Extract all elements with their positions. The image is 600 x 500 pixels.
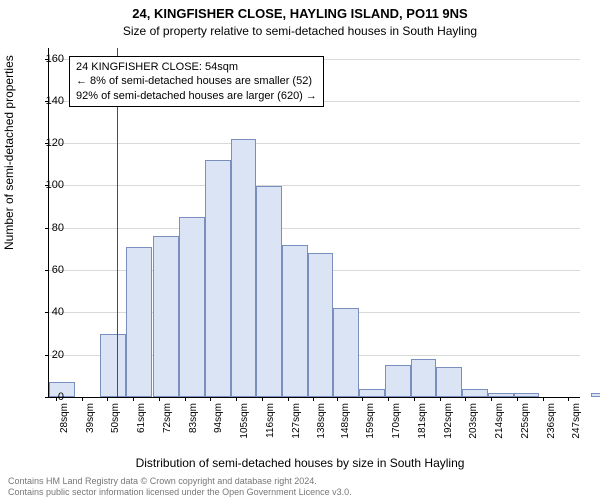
annotation-box: 24 KINGFISHER CLOSE: 54sqm ← 8% of semi-…	[69, 56, 324, 107]
histogram-bar	[126, 247, 152, 397]
annotation-line3: 92% of semi-detached houses are larger (…	[76, 89, 317, 103]
xtick-mark	[313, 397, 314, 401]
xtick-label: 214sqm	[494, 403, 505, 439]
footer-attribution: Contains HM Land Registry data © Crown c…	[8, 476, 592, 499]
xtick-mark	[337, 397, 338, 401]
xtick-label: 159sqm	[365, 403, 376, 439]
xtick-mark	[362, 397, 363, 401]
xtick-label: 28sqm	[59, 403, 70, 433]
histogram-bar	[591, 393, 600, 397]
xtick-mark	[236, 397, 237, 401]
histogram-bar	[436, 367, 462, 397]
xtick-mark	[543, 397, 544, 401]
histogram-bar	[231, 139, 257, 397]
footer-line2: Contains public sector information licen…	[8, 487, 592, 498]
xtick-label: 225sqm	[520, 403, 531, 439]
xtick-label: 72sqm	[162, 403, 173, 433]
xtick-label: 105sqm	[239, 403, 250, 439]
xtick-mark	[210, 397, 211, 401]
xtick-mark	[414, 397, 415, 401]
xtick-label: 236sqm	[546, 403, 557, 439]
ytick-label: 60	[34, 264, 64, 276]
xtick-mark	[568, 397, 569, 401]
xtick-label: 181sqm	[417, 403, 428, 439]
xtick-label: 50sqm	[110, 403, 121, 433]
histogram-bar	[333, 308, 359, 397]
histogram-bar	[179, 217, 205, 397]
histogram-bar	[256, 186, 282, 398]
ytick-label: 160	[34, 53, 64, 65]
ytick-label: 80	[34, 222, 64, 234]
ytick-label: 140	[34, 95, 64, 107]
grid-line	[49, 143, 580, 144]
page-subtitle: Size of property relative to semi-detach…	[0, 24, 600, 38]
xtick-label: 127sqm	[291, 403, 302, 439]
xtick-label: 61sqm	[136, 403, 147, 433]
histogram-bar	[153, 236, 179, 397]
xtick-mark	[133, 397, 134, 401]
xtick-mark	[159, 397, 160, 401]
xtick-mark	[288, 397, 289, 401]
ytick-label: 120	[34, 137, 64, 149]
histogram-bar	[205, 160, 231, 397]
page-title: 24, KINGFISHER CLOSE, HAYLING ISLAND, PO…	[0, 6, 600, 21]
grid-line	[49, 228, 580, 229]
chart-container: 24, KINGFISHER CLOSE, HAYLING ISLAND, PO…	[0, 0, 600, 500]
histogram-bar	[385, 365, 411, 397]
xtick-label: 83sqm	[188, 403, 199, 433]
grid-line	[49, 185, 580, 186]
histogram-bar	[411, 359, 437, 397]
histogram-bar	[462, 389, 488, 397]
histogram-bar	[308, 253, 334, 397]
histogram-bar	[282, 245, 308, 397]
ytick-label: 100	[34, 179, 64, 191]
ytick-label: 40	[34, 306, 64, 318]
xtick-label: 247sqm	[571, 403, 582, 439]
xtick-mark	[185, 397, 186, 401]
xtick-mark	[107, 397, 108, 401]
annotation-line1: 24 KINGFISHER CLOSE: 54sqm	[76, 60, 317, 74]
histogram-plot: 24 KINGFISHER CLOSE: 54sqm ← 8% of semi-…	[48, 48, 580, 398]
xtick-mark	[491, 397, 492, 401]
xtick-mark	[517, 397, 518, 401]
xtick-label: 94sqm	[213, 403, 224, 433]
footer-line1: Contains HM Land Registry data © Crown c…	[8, 476, 592, 487]
annotation-line2: ← 8% of semi-detached houses are smaller…	[76, 74, 317, 88]
y-axis-label: Number of semi-detached properties	[2, 55, 16, 250]
xtick-label: 116sqm	[265, 403, 276, 438]
x-axis-label: Distribution of semi-detached houses by …	[0, 456, 600, 470]
xtick-label: 192sqm	[443, 403, 454, 439]
xtick-label: 148sqm	[340, 403, 351, 439]
xtick-label: 170sqm	[391, 403, 402, 439]
xtick-mark	[465, 397, 466, 401]
xtick-label: 39sqm	[85, 403, 96, 433]
histogram-bar	[100, 334, 126, 397]
xtick-mark	[440, 397, 441, 401]
xtick-label: 203sqm	[468, 403, 479, 439]
xtick-mark	[388, 397, 389, 401]
ytick-label: 20	[34, 349, 64, 361]
xtick-mark	[262, 397, 263, 401]
xtick-label: 138sqm	[316, 403, 327, 439]
ytick-label: 0	[34, 391, 64, 403]
histogram-bar	[359, 389, 385, 397]
xtick-mark	[82, 397, 83, 401]
